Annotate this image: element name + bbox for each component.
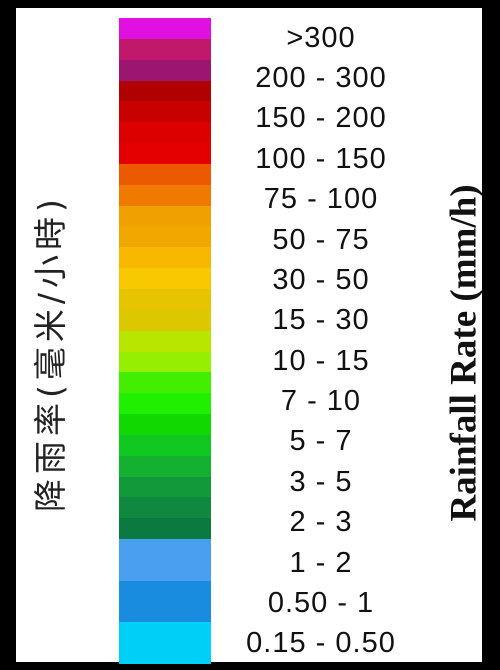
color-swatch [119, 309, 211, 331]
range-label: 10 - 15 [272, 344, 370, 377]
color-swatch [119, 622, 211, 644]
range-label: 7 - 10 [280, 385, 362, 418]
chinese-axis-label-text: 降雨率(毫米/小時) [31, 194, 70, 512]
range-label: 2 - 3 [289, 506, 353, 539]
color-swatch [119, 184, 211, 206]
color-swatch [119, 226, 211, 248]
range-label: 5 - 7 [289, 425, 353, 458]
range-label: 3 - 5 [289, 465, 353, 498]
range-label: 75 - 100 [263, 183, 379, 216]
range-labels: >300 200 - 300 150 - 200 100 - 150 75 - 100 5… [216, 18, 426, 664]
range-label: 0.15 - 0.50 [246, 627, 396, 660]
color-swatch [119, 80, 211, 102]
color-swatch [119, 101, 211, 123]
color-swatch [119, 288, 211, 310]
color-swatch [119, 434, 211, 456]
color-swatch [119, 643, 211, 665]
color-swatch [119, 414, 211, 435]
color-swatch [119, 143, 211, 164]
color-swatch [119, 268, 211, 289]
color-swatch [119, 205, 211, 227]
color-swatch [119, 393, 211, 415]
color-swatch [119, 330, 211, 352]
range-label: 50 - 75 [272, 223, 370, 256]
color-swatch [119, 38, 211, 60]
rainfall-legend-panel: 降雨率(毫米/小時) >300 200 - 300 150 - 200 100 - 1… [14, 6, 485, 665]
color-swatch [119, 122, 211, 144]
range-label: 200 - 300 [255, 62, 387, 95]
color-swatch [119, 476, 211, 498]
color-swatch [119, 559, 211, 581]
range-label: 1 - 2 [289, 546, 353, 579]
range-label: 30 - 50 [272, 263, 370, 296]
color-swatch [119, 497, 211, 519]
range-label: >300 [286, 21, 356, 54]
color-swatch [119, 351, 211, 373]
color-swatch [119, 247, 211, 269]
range-label: 0.50 - 1 [267, 586, 375, 619]
range-label: 15 - 30 [272, 304, 370, 337]
color-swatch [119, 539, 211, 560]
color-scale-bar [119, 18, 211, 665]
color-swatch [119, 580, 211, 602]
color-swatch [119, 372, 211, 394]
color-swatch [119, 18, 211, 39]
color-swatch [119, 59, 211, 81]
english-axis-label-text: Rainfall Rate (mm/h) [443, 184, 485, 522]
color-swatch [119, 163, 211, 185]
color-swatch [119, 455, 211, 477]
range-label: 100 - 150 [255, 142, 387, 175]
color-swatch [119, 518, 211, 540]
range-label: 150 - 200 [255, 102, 387, 135]
color-swatch [119, 601, 211, 623]
